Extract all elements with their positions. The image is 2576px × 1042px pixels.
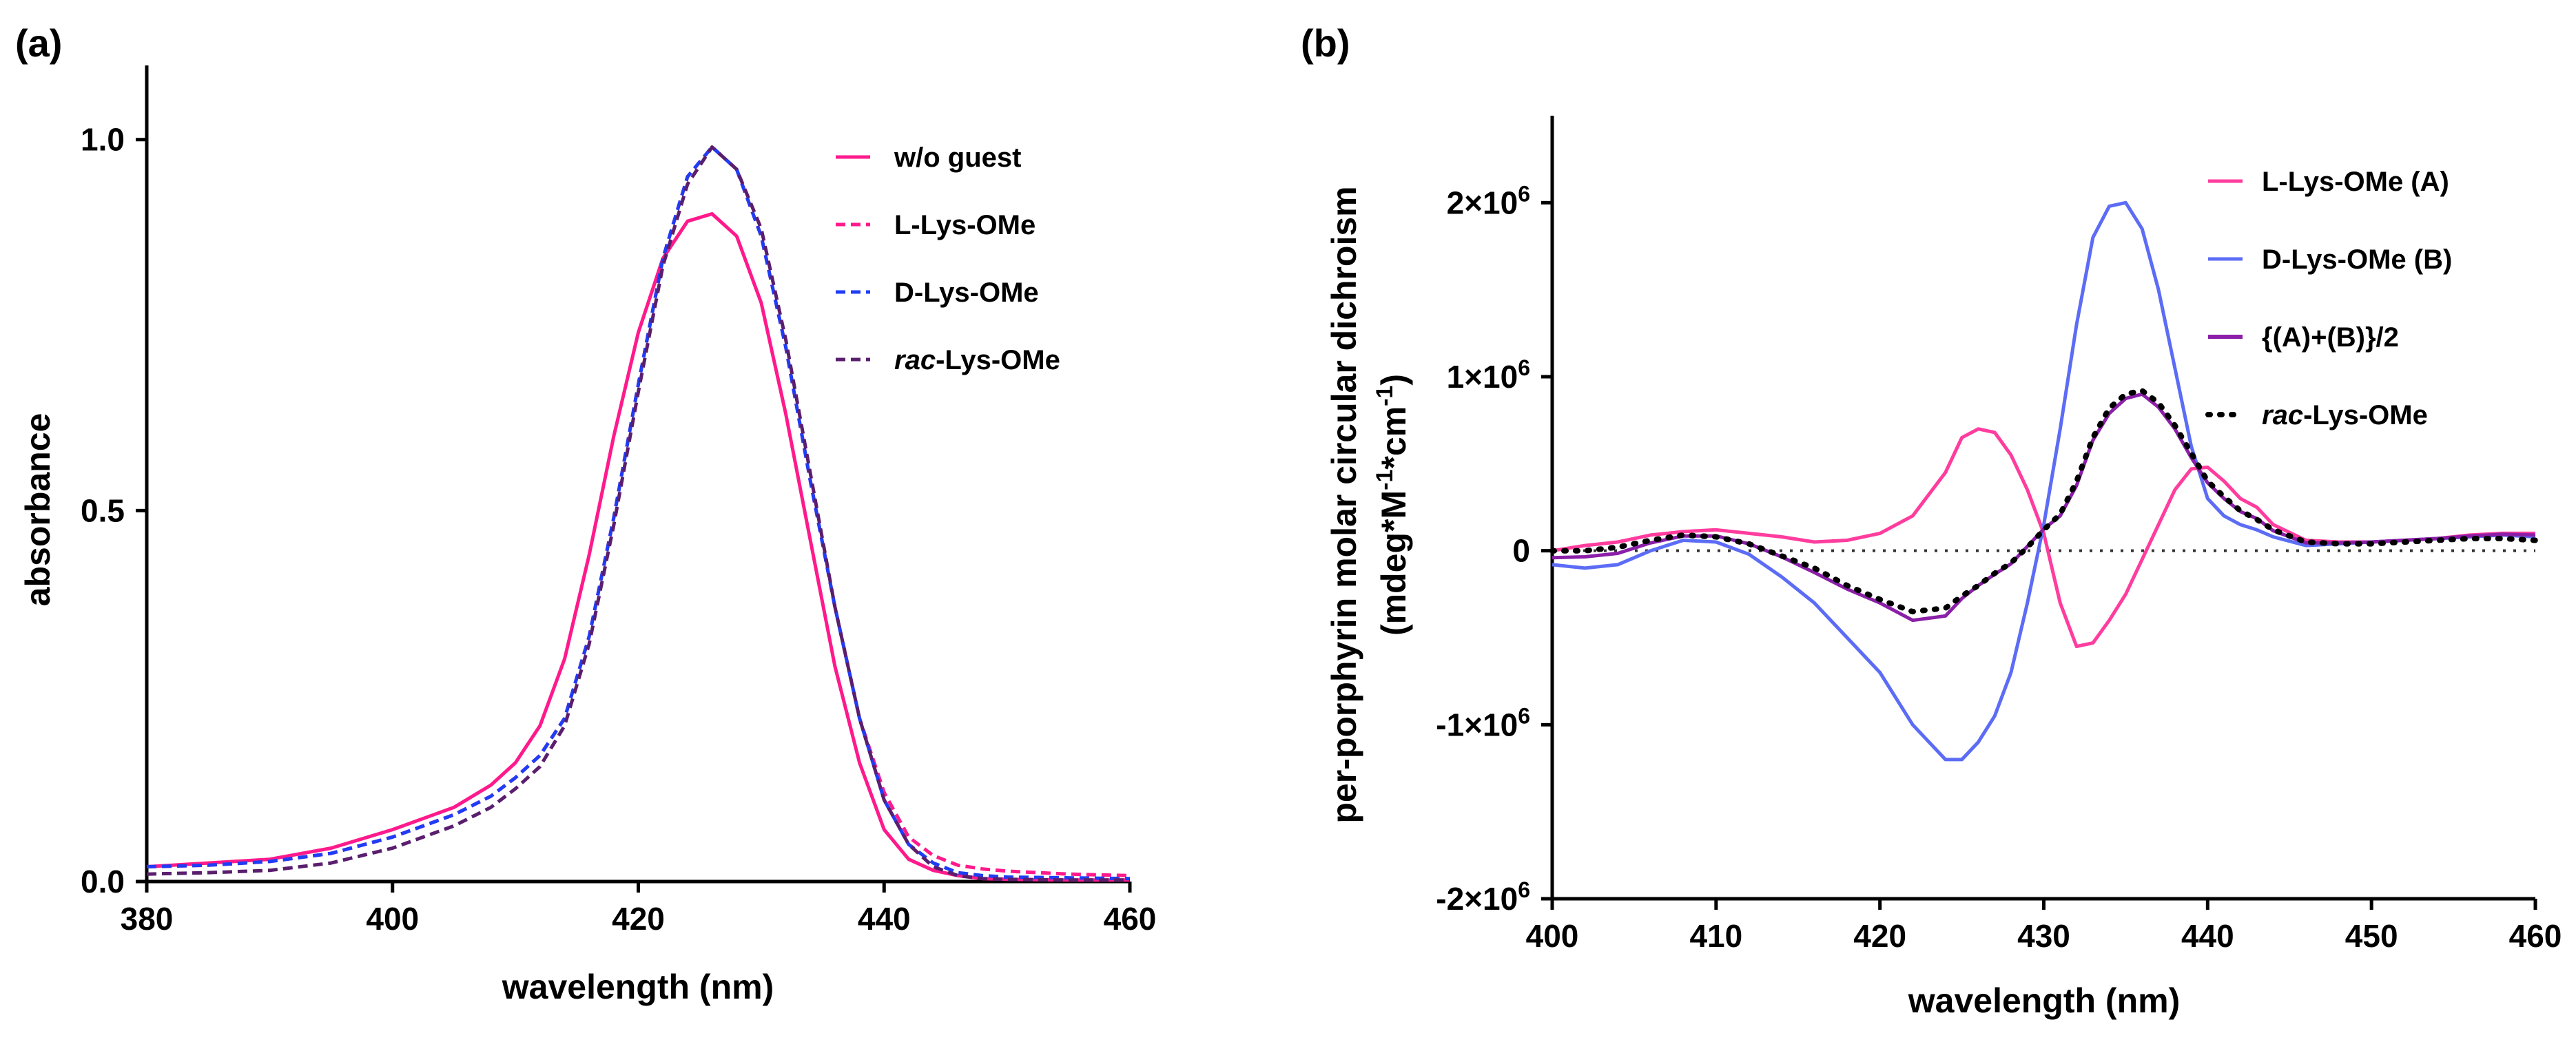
panel-a-legend: w/o guest L-Lys-OMe D-Lys-OMe rac-Lys-OM… <box>836 143 1060 375</box>
y-tick-label: -1×106 <box>1436 703 1530 742</box>
panel-b-circular-dichroism-chart: (b) 400 410 420 430 440 450 460 -2×106 -1×106 0 1… <box>1301 21 2562 1020</box>
panel-b-y-ticks: -2×106 -1×106 0 1×106 2×106 <box>1436 181 1552 917</box>
panel-a-series-group <box>146 145 1131 882</box>
legend-label-d-lys-ome-b: D-Lys-OMe (B) <box>2262 244 2452 275</box>
ylabel-unit-exp-1: -1 <box>1372 470 1398 490</box>
x-tick-label: 400 <box>366 901 419 937</box>
ylabel-unit-part-1: (mdeg*M <box>1374 490 1413 636</box>
y-tick-label: 1×106 <box>1447 355 1530 395</box>
series-line-d-lys-ome-b <box>1552 200 2536 762</box>
panel-b-x-axis-title: wavelength (nm) <box>1908 981 2180 1020</box>
series-line-w-o-guest <box>146 212 1130 882</box>
x-tick-label: 440 <box>2181 918 2234 954</box>
x-tick-label: 460 <box>2509 918 2562 954</box>
ylabel-unit-part-3: ) <box>1374 374 1413 386</box>
legend-label-l-lys-ome-a: L-Lys-OMe (A) <box>2262 167 2449 197</box>
legend-label-average: {(A)+(B)}/2 <box>2262 322 2399 353</box>
panel-a-y-ticks: 0.0 0.5 1.0 <box>81 122 147 899</box>
panel-a-y-axis-title: absorbance <box>19 413 57 607</box>
panel-b-y-axis-title-line1: per-porphyrin molar circular dichroism <box>1325 186 1363 823</box>
series-line-d-lys-ome <box>146 145 1131 881</box>
x-tick-label: 380 <box>121 901 174 937</box>
legend-label-rac-suffix: -Lys-OMe <box>936 345 1060 375</box>
series-line-l-lys-ome-a <box>1552 427 2535 649</box>
series-line-l-lys-ome <box>146 145 1131 877</box>
x-tick-label: 420 <box>612 901 665 937</box>
x-tick-label: 400 <box>1526 918 1579 954</box>
x-tick-label: 420 <box>1853 918 1906 954</box>
series-line-rac-lys-ome <box>1549 388 2538 615</box>
panel-b-x-ticks: 400 410 420 430 440 450 460 <box>1526 899 2562 954</box>
series-line-rac-lys-ome <box>146 145 1130 882</box>
panel-a-x-ticks: 380 400 420 440 460 <box>121 882 1157 937</box>
x-tick-label: 440 <box>858 901 911 937</box>
legend-label-w-o-guest: w/o guest <box>894 143 1021 173</box>
panel-b-series-group <box>1549 200 2538 762</box>
panel-b-label: (b) <box>1301 21 1350 65</box>
x-tick-label: 410 <box>1689 918 1742 954</box>
y-tick-label: -2×106 <box>1436 877 1530 917</box>
legend-label-rac-lys-ome-b: rac-Lys-OMe <box>2262 400 2428 430</box>
panel-a-label: (a) <box>15 21 62 65</box>
ylabel-unit-exp-2: -1 <box>1372 386 1398 406</box>
y-tick-label: 0 <box>1512 533 1530 569</box>
panel-b-legend: L-Lys-OMe (A) D-Lys-OMe (B) {(A)+(B)}/2 … <box>2205 167 2452 430</box>
legend-label-rac-lys-ome: rac-Lys-OMe <box>894 345 1060 375</box>
ylabel-unit-part-2: *cm <box>1374 406 1413 470</box>
x-tick-label: 430 <box>2017 918 2070 954</box>
legend-label-d-lys-ome: D-Lys-OMe <box>894 278 1039 308</box>
legend-label-rac-suffix-b: -Lys-OMe <box>2303 400 2428 430</box>
y-tick-label: 2×106 <box>1447 181 1530 220</box>
panel-a-absorbance-chart: (a) 380 400 420 440 460 0.0 0.5 1.0 wavelength… <box>15 21 1156 1006</box>
x-tick-label: 460 <box>1104 901 1157 937</box>
legend-label-rac-prefix: rac <box>894 345 936 375</box>
x-tick-label: 450 <box>2345 918 2398 954</box>
legend-label-rac-prefix-b: rac <box>2262 400 2303 430</box>
legend-label-l-lys-ome: L-Lys-OMe <box>894 210 1035 240</box>
y-tick-label: 1.0 <box>81 122 125 158</box>
panel-a-x-axis-title: wavelength (nm) <box>502 968 774 1006</box>
y-tick-label: 0.5 <box>81 492 125 528</box>
panel-b-y-axis-title-line2: (mdeg*M-1*cm-1) <box>1372 374 1413 636</box>
y-tick-label: 0.0 <box>81 864 125 899</box>
